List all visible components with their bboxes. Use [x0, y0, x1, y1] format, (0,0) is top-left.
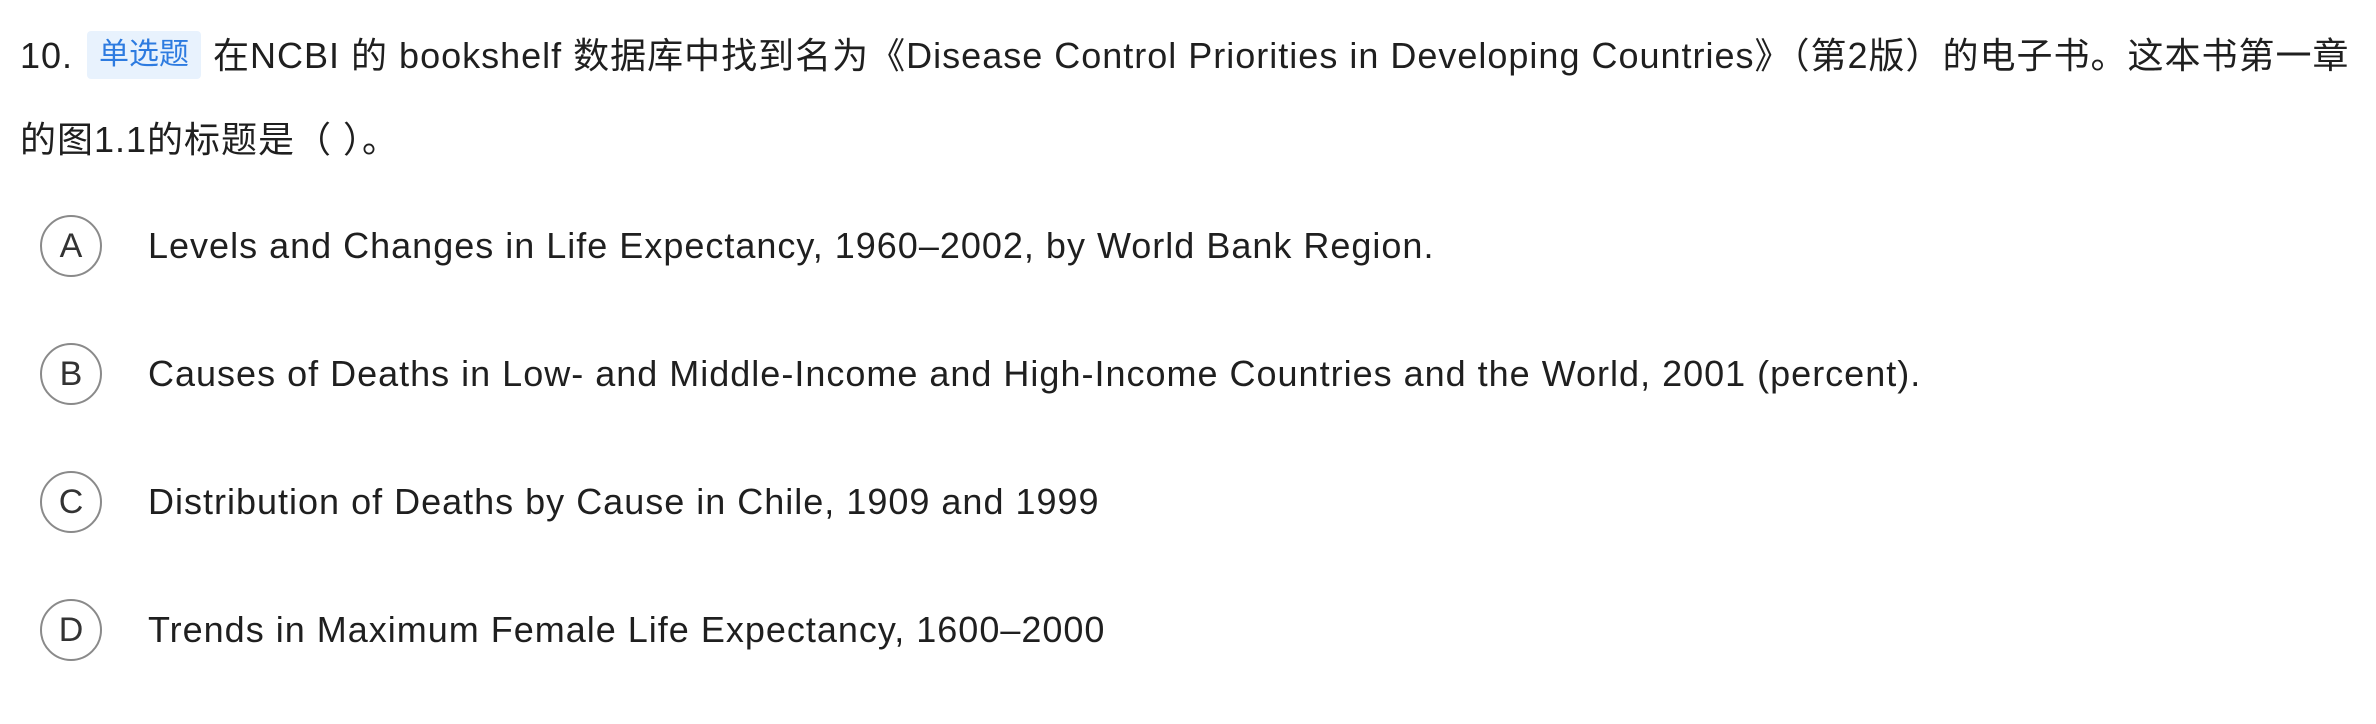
question-type-badge: 单选题	[87, 31, 202, 79]
option-c-text[interactable]: Distribution of Deaths by Cause in Chile…	[148, 481, 1100, 522]
option-b-text[interactable]: Causes of Deaths in Low- and Middle-Inco…	[148, 353, 1922, 394]
option-d-text[interactable]: Trends in Maximum Female Life Expectancy…	[148, 609, 1106, 650]
question-stem: 10. 单选题 在NCBI 的 bookshelf 数据库中找到名为《Disease…	[20, 14, 2360, 182]
option-a-radio[interactable]: A	[40, 215, 102, 277]
options-list: A Levels and Changes in Life Expectancy,…	[40, 212, 2340, 724]
option-b[interactable]: B Causes of Deaths in Low- and Middle-In…	[40, 340, 2340, 408]
option-c-radio[interactable]: C	[40, 471, 102, 533]
option-d-radio[interactable]: D	[40, 599, 102, 661]
option-c[interactable]: C Distribution of Deaths by Cause in Chi…	[40, 468, 2340, 536]
question-number: 10.	[20, 35, 74, 76]
option-a[interactable]: A Levels and Changes in Life Expectancy,…	[40, 212, 2340, 280]
question-text: 在NCBI 的 bookshelf 数据库中找到名为《Disease Contr…	[20, 35, 2350, 160]
option-b-radio[interactable]: B	[40, 343, 102, 405]
option-a-text[interactable]: Levels and Changes in Life Expectancy, 1…	[148, 225, 1435, 266]
option-d[interactable]: D Trends in Maximum Female Life Expectan…	[40, 596, 2340, 664]
